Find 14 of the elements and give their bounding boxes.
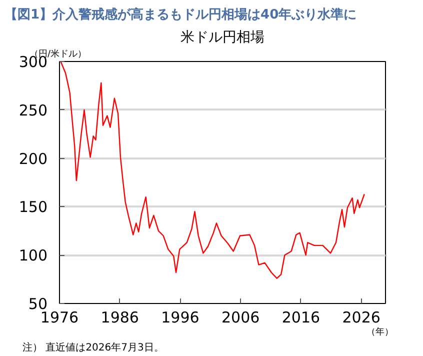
- y-tick-label: 100: [18, 246, 48, 265]
- x-tick-label: 1986: [100, 308, 139, 326]
- chart-title: 【図1】介入警戒感が高まるもドル円相場は40年ぶり水準に: [4, 6, 357, 22]
- chart-subtitle: 米ドル円相場: [180, 30, 264, 46]
- x-tick-label: 2016: [282, 308, 320, 326]
- line-series: [60, 62, 365, 279]
- x-tick-label: 1996: [161, 308, 200, 326]
- y-tick-label: 150: [18, 198, 48, 216]
- x-tick-label: 2006: [222, 308, 260, 326]
- y-tick-label: 200: [18, 150, 48, 168]
- x-axis-title: （年）: [366, 326, 394, 338]
- text: 注） 直近値は2026年7月3日。: [22, 342, 164, 354]
- x-tick-label: 2026: [342, 308, 380, 326]
- y-tick-label: 250: [18, 101, 48, 120]
